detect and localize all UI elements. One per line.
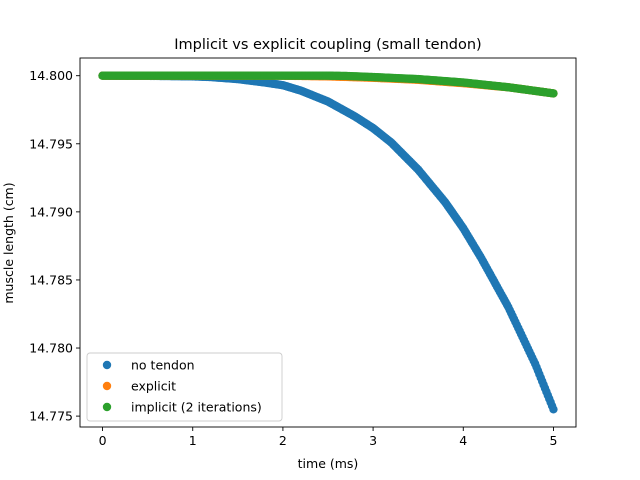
x-tick-label: 0 [99, 433, 107, 448]
legend-marker [102, 381, 112, 391]
x-axis-ticks: 0 1 2 3 4 5 [99, 427, 557, 448]
data-point [549, 89, 558, 98]
x-tick-label: 5 [549, 433, 557, 448]
legend-marker [102, 360, 112, 370]
y-tick-label: 14.785 [29, 272, 73, 287]
y-tick-label: 14.790 [29, 204, 73, 219]
x-tick-label: 1 [189, 433, 197, 448]
y-tick-label: 14.780 [29, 341, 73, 356]
y-axis-label: muscle length (cm) [1, 182, 16, 303]
legend-marker [102, 402, 112, 412]
y-tick-label: 14.795 [29, 136, 73, 151]
legend: no tendon explicit implicit (2 iterations) [86, 352, 283, 422]
y-tick-label: 14.775 [29, 409, 73, 424]
data-point [549, 405, 558, 414]
y-axis-ticks: 14.775 14.780 14.785 14.790 14.795 14.800 [29, 68, 80, 424]
axes-frame [79, 57, 577, 428]
x-axis-label: time (ms) [298, 456, 359, 471]
legend-box [86, 352, 283, 422]
plot-points [98, 71, 558, 414]
legend-label: explicit [131, 379, 176, 394]
legend-label: implicit (2 iterations) [131, 400, 262, 415]
x-tick-label: 4 [459, 433, 467, 448]
x-tick-label: 3 [369, 433, 377, 448]
chart-title: Implicit vs explicit coupling (small ten… [174, 37, 481, 53]
x-tick-label: 2 [279, 433, 287, 448]
series-2-points [98, 71, 558, 98]
y-tick-label: 14.800 [29, 68, 73, 83]
legend-label: no tendon [131, 358, 195, 373]
